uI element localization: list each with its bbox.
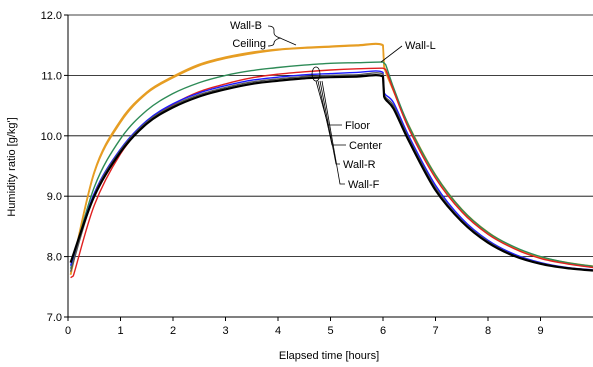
wall-b-leader xyxy=(279,37,297,46)
label-wall-l: Wall-L xyxy=(405,40,436,52)
series-wall-r-line xyxy=(70,67,593,279)
x-axis-label: Elapsed time [hours] xyxy=(279,350,379,362)
label-center: Center xyxy=(349,140,382,152)
y-axis-label: Humidity ratio [g/kg'] xyxy=(6,117,18,216)
x-tick-label-1: 1 xyxy=(117,325,123,337)
y-tick-label-3: 10.0 xyxy=(41,131,62,143)
wall-r-leader xyxy=(319,80,340,165)
y-tick-labels: 7.0 8.0 9.0 10.0 11.0 12.0 xyxy=(41,10,68,324)
series-floor-line xyxy=(69,74,593,272)
axes xyxy=(67,15,593,318)
x-tick-label-6: 6 xyxy=(380,325,386,337)
label-ceiling: Ceiling xyxy=(232,38,266,50)
x-tick-label-0: 0 xyxy=(65,325,71,337)
x-tick-label-7: 7 xyxy=(432,325,438,337)
y-tick-label-0: 7.0 xyxy=(47,312,62,324)
x-tick-label-2: 2 xyxy=(170,325,176,337)
series-wall-l-line xyxy=(69,61,593,269)
series-wall-f-line xyxy=(69,72,593,272)
series-wall-b-line xyxy=(69,42,593,275)
wall-l-leader xyxy=(380,45,403,63)
label-wall-b: Wall-B xyxy=(230,20,262,32)
label-floor: Floor xyxy=(345,120,370,132)
grid-lines xyxy=(68,14,593,318)
y-tick-label-4: 11.0 xyxy=(41,70,62,82)
wall-f-leader xyxy=(321,80,345,185)
series-group xyxy=(69,42,593,279)
y-tick-label-1: 8.0 xyxy=(47,252,62,264)
x-tick-labels: 0 1 2 3 4 5 6 7 8 9 xyxy=(65,317,544,337)
x-tick-label-3: 3 xyxy=(222,325,228,337)
x-tick-label-5: 5 xyxy=(327,325,333,337)
y-tick-label-5: 12.0 xyxy=(41,10,62,22)
annotations xyxy=(267,25,403,185)
x-tick-label-8: 8 xyxy=(485,325,491,337)
wall-b-ceiling-bracket xyxy=(267,25,282,47)
annotation-labels: Wall-B Ceiling Wall-L Floor Center Wall-… xyxy=(230,20,436,191)
series-ceiling-line xyxy=(69,43,593,275)
x-tick-label-9: 9 xyxy=(537,325,543,337)
label-wall-f: Wall-F xyxy=(348,179,380,191)
y-tick-label-2: 9.0 xyxy=(47,191,62,203)
floor-leader xyxy=(315,80,342,126)
series-center-line xyxy=(69,70,593,271)
label-wall-r: Wall-R xyxy=(343,159,376,171)
x-tick-label-4: 4 xyxy=(275,325,281,337)
